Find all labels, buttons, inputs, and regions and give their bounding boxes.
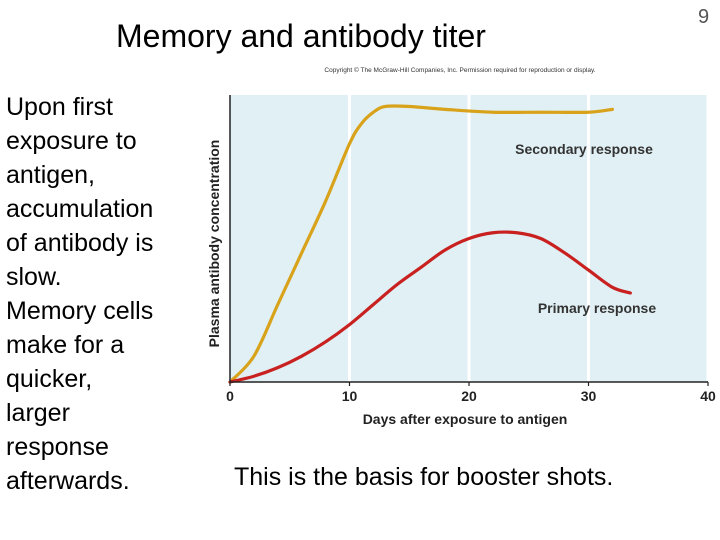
body-line: of antibody is bbox=[6, 229, 154, 257]
x-tick-label: 10 bbox=[342, 388, 358, 404]
footnote: This is the basis for booster shots. bbox=[234, 463, 614, 491]
x-tick-label: 0 bbox=[226, 388, 234, 404]
body-line: slow. bbox=[6, 263, 62, 291]
series-label: Primary response bbox=[538, 300, 656, 316]
slide-title: Memory and antibody titer bbox=[116, 18, 486, 54]
slide-number: 9 bbox=[698, 6, 710, 28]
body-line: larger bbox=[6, 399, 70, 427]
copyright-notice: Copyright © The McGraw-Hill Companies, I… bbox=[324, 66, 595, 74]
series-line-primary bbox=[228, 230, 632, 384]
body-line: afterwards. bbox=[6, 467, 130, 495]
body-text: Upon first exposure to antigen, accumula… bbox=[6, 90, 186, 498]
body-line: quicker, bbox=[6, 365, 93, 393]
x-tick-label: 40 bbox=[700, 388, 716, 404]
x-axis-label: Days after exposure to antigen bbox=[363, 411, 568, 427]
body-line: exposure to bbox=[6, 127, 137, 155]
series-line-secondary bbox=[228, 104, 614, 384]
body-line: response bbox=[6, 433, 109, 461]
x-tick-label: 30 bbox=[581, 388, 597, 404]
body-line: make for a bbox=[6, 331, 125, 359]
x-tick-label: 20 bbox=[461, 388, 477, 404]
body-line: Upon first bbox=[6, 93, 113, 121]
series-label: Secondary response bbox=[515, 141, 653, 157]
body-line: Memory cells bbox=[6, 297, 154, 325]
body-line: antigen, bbox=[6, 161, 95, 189]
body-line: accumulation bbox=[6, 195, 154, 223]
y-axis-label: Plasma antibody concentration bbox=[206, 140, 222, 348]
